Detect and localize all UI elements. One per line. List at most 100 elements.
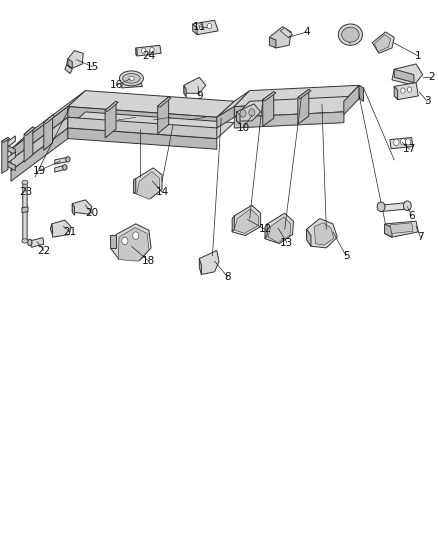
Polygon shape [263,92,274,126]
Polygon shape [50,224,53,235]
Ellipse shape [129,76,134,80]
Polygon shape [359,85,364,101]
Polygon shape [11,91,85,149]
Polygon shape [372,32,394,53]
Polygon shape [193,24,197,35]
Polygon shape [136,45,161,56]
Polygon shape [68,107,217,128]
Polygon shape [268,217,291,243]
Polygon shape [24,127,33,162]
Polygon shape [158,97,169,134]
Text: 5: 5 [343,251,350,261]
Polygon shape [298,90,309,124]
Polygon shape [385,221,418,237]
Circle shape [394,139,399,146]
Polygon shape [4,136,15,149]
Polygon shape [193,20,218,35]
Polygon shape [68,59,72,68]
Polygon shape [44,115,55,124]
Circle shape [407,87,412,92]
Polygon shape [134,168,162,198]
Text: 18: 18 [142,256,155,266]
Text: 10: 10 [237,123,250,133]
Circle shape [400,139,406,145]
Polygon shape [314,223,334,245]
Text: 15: 15 [85,62,99,71]
Polygon shape [374,35,391,52]
Text: 16: 16 [110,80,123,90]
Polygon shape [2,138,10,142]
Polygon shape [265,213,293,244]
Polygon shape [269,37,276,48]
Polygon shape [394,69,414,83]
Polygon shape [392,64,423,85]
Polygon shape [234,85,359,107]
Polygon shape [65,65,72,74]
Polygon shape [22,207,28,213]
Polygon shape [234,101,344,117]
Text: 22: 22 [37,246,50,255]
Text: 11: 11 [193,22,206,31]
Polygon shape [136,48,137,56]
Polygon shape [118,228,149,261]
Polygon shape [11,128,68,181]
Circle shape [133,232,139,239]
Ellipse shape [338,24,363,45]
Polygon shape [307,229,311,246]
Polygon shape [110,235,116,248]
Polygon shape [298,90,311,99]
Ellipse shape [123,74,140,83]
Polygon shape [232,205,261,236]
Polygon shape [23,181,27,242]
Polygon shape [122,80,142,88]
Circle shape [406,139,411,145]
Polygon shape [385,224,392,237]
Text: 24: 24 [142,51,155,61]
Text: 13: 13 [280,238,293,247]
Polygon shape [217,107,234,128]
Polygon shape [184,77,206,93]
Text: 14: 14 [155,187,169,197]
Text: 1: 1 [415,51,422,61]
Polygon shape [394,83,418,100]
Polygon shape [237,104,261,121]
Circle shape [122,237,128,245]
Polygon shape [217,91,250,117]
Polygon shape [4,144,15,155]
Polygon shape [265,224,267,239]
Text: 19: 19 [33,166,46,175]
Text: 2: 2 [428,72,435,82]
Polygon shape [68,112,234,139]
Polygon shape [55,165,65,172]
Text: 8: 8 [224,272,231,282]
Polygon shape [234,209,258,233]
Polygon shape [234,96,359,117]
Polygon shape [269,27,291,48]
Polygon shape [184,85,186,97]
Polygon shape [105,101,116,138]
Ellipse shape [22,239,28,243]
Ellipse shape [342,27,359,42]
Text: 17: 17 [403,144,416,154]
Polygon shape [68,91,234,117]
Polygon shape [24,127,35,135]
Ellipse shape [377,202,385,212]
Polygon shape [158,97,171,107]
Text: 6: 6 [408,211,415,221]
Ellipse shape [66,157,70,162]
Polygon shape [11,117,68,171]
Ellipse shape [22,180,28,184]
Text: 20: 20 [85,208,99,218]
Polygon shape [307,219,337,248]
Text: 21: 21 [64,227,77,237]
Ellipse shape [403,201,411,211]
Circle shape [249,109,255,116]
Polygon shape [52,220,71,237]
Polygon shape [4,160,15,171]
Text: 12: 12 [258,224,272,234]
Polygon shape [105,101,118,111]
Polygon shape [263,92,276,101]
Text: 7: 7 [417,232,424,242]
Polygon shape [4,152,15,165]
Polygon shape [11,112,85,171]
